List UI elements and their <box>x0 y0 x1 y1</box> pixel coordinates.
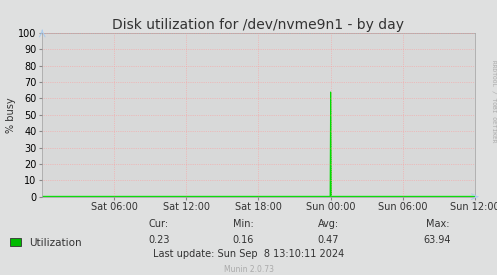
Text: 63.94: 63.94 <box>423 235 451 245</box>
Legend: Utilization: Utilization <box>10 238 82 248</box>
Text: Max:: Max: <box>425 219 449 229</box>
Text: Avg:: Avg: <box>318 219 338 229</box>
Text: Last update: Sun Sep  8 13:10:11 2024: Last update: Sun Sep 8 13:10:11 2024 <box>153 249 344 259</box>
Text: Munin 2.0.73: Munin 2.0.73 <box>224 265 273 274</box>
Text: Min:: Min: <box>233 219 254 229</box>
Title: Disk utilization for /dev/nvme9n1 - by day: Disk utilization for /dev/nvme9n1 - by d… <box>112 18 405 32</box>
Text: 0.16: 0.16 <box>233 235 254 245</box>
Y-axis label: % busy: % busy <box>5 97 15 133</box>
Text: Cur:: Cur: <box>149 219 169 229</box>
Text: RRDTOOL / TOBI OETIKER: RRDTOOL / TOBI OETIKER <box>491 60 496 143</box>
Text: 0.47: 0.47 <box>317 235 339 245</box>
Text: 0.23: 0.23 <box>148 235 170 245</box>
